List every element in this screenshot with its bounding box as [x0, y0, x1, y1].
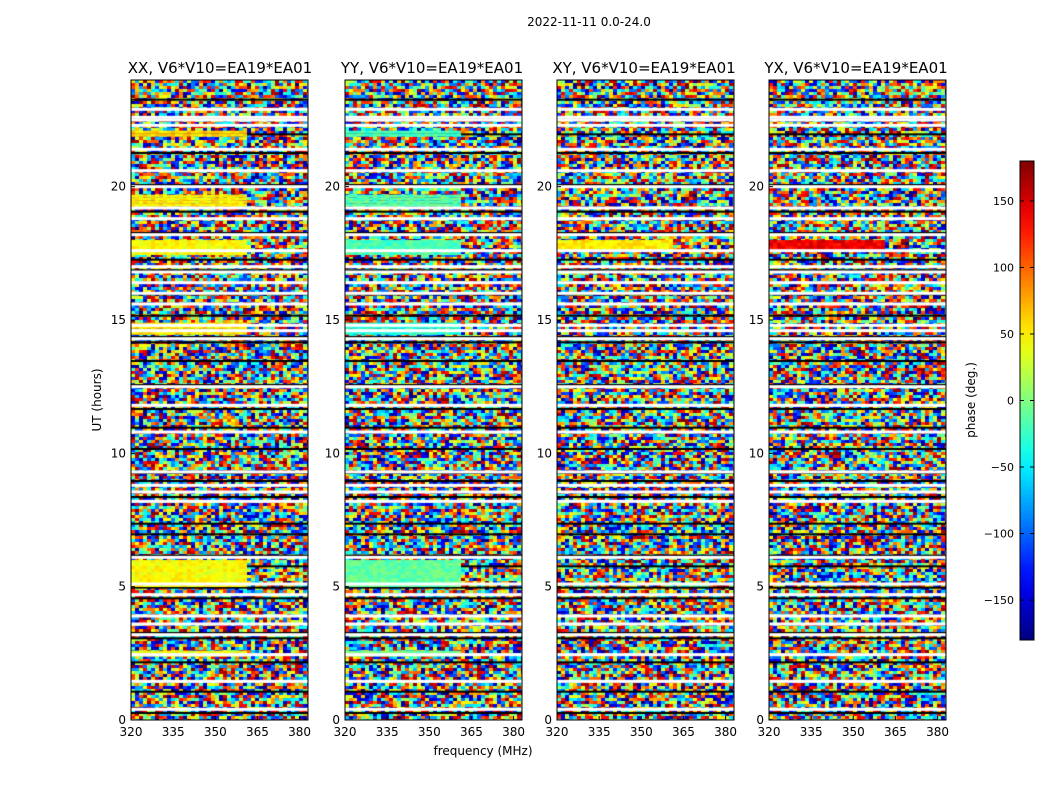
x-tick-label: 365	[672, 725, 695, 739]
plot-frame	[556, 79, 735, 721]
y-tick-label: 0	[332, 713, 340, 727]
panel-title: XX, V6*V10=EA19*EA01	[128, 59, 312, 77]
panel-yx: YX, V6*V10=EA19*EA01 320 335 350 365 380 0 5 10…	[749, 59, 949, 739]
colorbar-tick-label: 100	[993, 261, 1014, 274]
panel-xx: XX, V6*V10=EA19*EA01 320 335 350 365 380 0 5 10…	[111, 59, 313, 739]
colorbar-tick-label: 150	[993, 195, 1014, 208]
y-tick-label: 0	[118, 713, 126, 727]
x-tick-label: 380	[288, 725, 311, 739]
y-tick-label: 0	[544, 713, 552, 727]
colorbar-label: phase (deg.)	[964, 362, 978, 438]
y-tick-label: 0	[756, 713, 764, 727]
heatmap-image	[345, 80, 522, 720]
x-tick-label: 380	[714, 725, 737, 739]
x-tick-label: 380	[926, 725, 949, 739]
colorbar-tick-label: 50	[1000, 328, 1014, 341]
x-tick-label: 350	[204, 725, 227, 739]
heatmap-image	[557, 80, 734, 720]
y-tick-label: 15	[111, 313, 126, 327]
y-tick-label: 5	[118, 580, 126, 594]
y-tick-label: 15	[325, 313, 340, 327]
x-tick-label: 335	[162, 725, 185, 739]
panel-title: YY, V6*V10=EA19*EA01	[340, 59, 523, 77]
heatmap-image	[131, 80, 308, 720]
y-tick-label: 20	[749, 180, 764, 194]
x-tick-label: 380	[502, 725, 525, 739]
y-tick-label: 10	[111, 446, 126, 460]
y-tick-label: 10	[537, 446, 552, 460]
x-tick-label: 320	[334, 725, 357, 739]
y-tick-label: 5	[756, 580, 764, 594]
plot-frame	[344, 79, 523, 721]
colorbar-tick-label: −100	[984, 528, 1014, 541]
y-tick-label: 5	[544, 580, 552, 594]
y-axis-label: UT (hours)	[90, 368, 104, 431]
y-tick-label: 5	[332, 580, 340, 594]
plot-frame	[768, 79, 947, 721]
x-tick-label: 365	[460, 725, 483, 739]
x-tick-label: 350	[842, 725, 865, 739]
panel-title: YX, V6*V10=EA19*EA01	[763, 59, 947, 77]
x-tick-label: 320	[120, 725, 143, 739]
panel-yy: YY, V6*V10=EA19*EA01 320 335 350 365 380 0 5 10…	[325, 59, 525, 739]
heatmap-image	[769, 80, 946, 720]
x-tick-label: 335	[800, 725, 823, 739]
y-tick-label: 20	[111, 180, 126, 194]
plot-frame	[130, 79, 309, 721]
x-tick-label: 335	[588, 725, 611, 739]
suptitle: 2022-11-11 0.0-24.0	[527, 15, 651, 29]
colorbar-tick-label: 0	[1007, 395, 1014, 408]
x-tick-label: 320	[758, 725, 781, 739]
panel-xy: XY, V6*V10=EA19*EA01 320 335 350 365 380 0 5 10…	[537, 59, 737, 739]
panel-title: XY, V6*V10=EA19*EA01	[552, 59, 735, 77]
y-tick-label: 10	[325, 446, 340, 460]
colorbar: 150 100 50 0 −50 −100 −150	[984, 160, 1035, 641]
colorbar-tick-label: −50	[991, 461, 1014, 474]
y-tick-label: 10	[749, 446, 764, 460]
y-tick-label: 15	[749, 313, 764, 327]
x-tick-label: 350	[418, 725, 441, 739]
y-tick-label: 20	[537, 180, 552, 194]
y-tick-label: 15	[537, 313, 552, 327]
x-tick-label: 365	[884, 725, 907, 739]
colorbar-tick-label: −150	[984, 594, 1014, 607]
y-tick-label: 20	[325, 180, 340, 194]
x-tick-label: 365	[246, 725, 269, 739]
x-tick-label: 320	[546, 725, 569, 739]
x-tick-label: 335	[376, 725, 399, 739]
x-axis-label: frequency (MHz)	[433, 744, 532, 758]
x-tick-label: 350	[630, 725, 653, 739]
